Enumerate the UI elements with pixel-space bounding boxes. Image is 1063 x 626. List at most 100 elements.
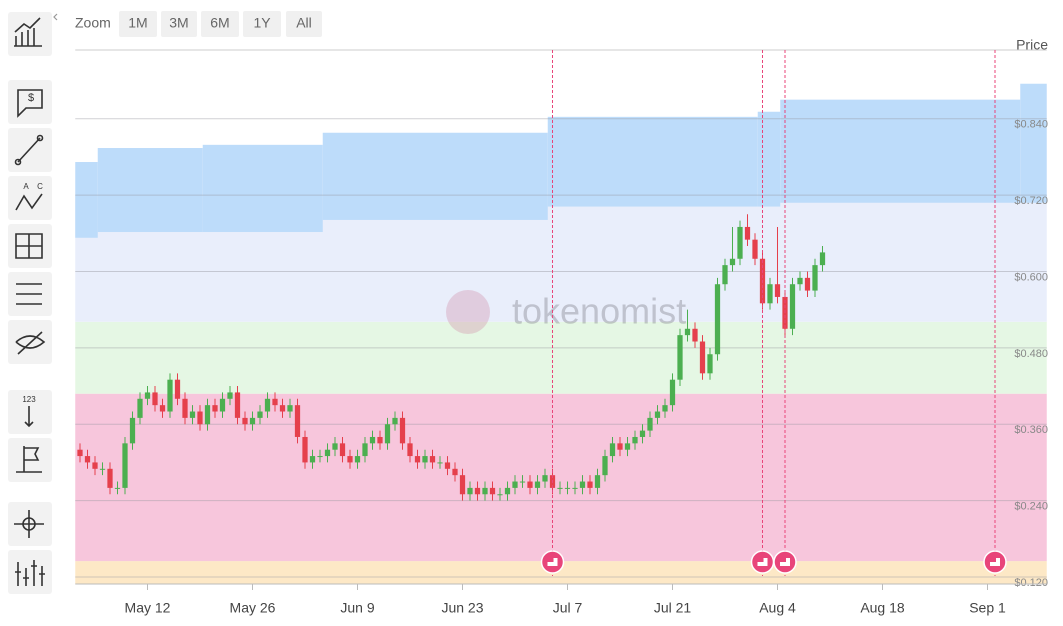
icon xyxy=(15,331,46,355)
tool-button[interactable] xyxy=(8,80,52,124)
zoom-option[interactable]: 6M xyxy=(210,15,229,31)
candle-body xyxy=(452,468,458,476)
price-band xyxy=(75,561,1047,584)
x-tick-label: Jul 7 xyxy=(553,600,583,616)
candle-body xyxy=(324,449,331,457)
candle-body xyxy=(122,443,128,488)
icon-text: A xyxy=(23,182,29,191)
candle-body xyxy=(437,462,443,464)
candle-body xyxy=(294,405,301,437)
candle-body xyxy=(489,487,496,495)
candle-body xyxy=(264,398,271,412)
candle-body xyxy=(287,405,293,412)
candle-body xyxy=(204,405,211,425)
icon xyxy=(14,510,44,538)
icon-text: C xyxy=(37,182,43,191)
icon xyxy=(15,560,45,586)
candle-body xyxy=(534,481,541,488)
icon xyxy=(14,158,22,166)
candle-body xyxy=(812,265,818,291)
plot-area: tokenomist $0.120 $0.240 $0.360 $0.480 $0.600… xyxy=(75,49,1048,616)
icon xyxy=(17,89,43,118)
candle-body xyxy=(182,398,188,418)
candle-body xyxy=(279,405,286,412)
candle-body xyxy=(579,481,586,488)
x-tick-label: May 26 xyxy=(230,600,276,616)
zoom-button[interactable] xyxy=(286,11,322,37)
range-step xyxy=(757,111,781,207)
zoom-option[interactable]: 1Y xyxy=(253,15,271,31)
y-tick-label: $0.480 xyxy=(1014,348,1048,360)
icon xyxy=(36,134,44,142)
candle-body xyxy=(602,456,608,476)
icon xyxy=(22,517,36,531)
event-icon xyxy=(757,558,768,566)
candle-body xyxy=(677,335,683,380)
candle-body xyxy=(354,456,361,463)
y-tick-label: $0.240 xyxy=(1014,501,1048,513)
candle-body xyxy=(527,481,533,488)
zoom-option[interactable]: 1M xyxy=(128,15,147,31)
icon-text: $ xyxy=(28,92,34,104)
candle-body xyxy=(392,417,398,425)
icon xyxy=(24,406,34,428)
candle-body xyxy=(467,487,473,495)
candle-body xyxy=(257,411,263,418)
candle-body xyxy=(309,456,316,463)
range-step xyxy=(547,116,758,207)
candle-body xyxy=(542,475,548,482)
zoom-option[interactable]: 3M xyxy=(169,15,188,31)
tool-button[interactable] xyxy=(8,12,52,56)
candle-body xyxy=(242,417,248,425)
y-axis-title: Price xyxy=(1016,37,1048,53)
zoom-button[interactable] xyxy=(119,11,157,37)
candle-body xyxy=(302,436,308,463)
candle-body xyxy=(129,417,136,444)
candle-body xyxy=(332,443,338,450)
candle-body xyxy=(227,392,233,399)
candle-body xyxy=(512,481,518,488)
candle-body xyxy=(692,328,698,342)
candle-body xyxy=(197,411,203,425)
candle-body xyxy=(249,417,256,425)
candle-body xyxy=(789,284,796,329)
x-tick-label: Jun 23 xyxy=(441,600,483,616)
zoom-button[interactable] xyxy=(243,11,281,37)
candle-body xyxy=(144,392,151,399)
zoom-button[interactable] xyxy=(201,11,239,37)
candle-body xyxy=(317,456,323,458)
y-tick-label: $0.600 xyxy=(1014,271,1048,283)
zoom-button[interactable] xyxy=(161,11,197,37)
candle-body xyxy=(152,392,158,406)
candle-body xyxy=(482,487,488,495)
candle-body xyxy=(422,456,428,463)
candle-body xyxy=(339,443,346,457)
y-tick-label: $0.720 xyxy=(1014,195,1048,207)
candle-body xyxy=(429,456,436,463)
candle-body xyxy=(189,411,196,418)
event-icon xyxy=(990,558,1000,566)
candle-body xyxy=(474,487,481,495)
candle-body xyxy=(362,443,368,457)
candle-body xyxy=(587,481,593,488)
candle-body xyxy=(564,487,571,489)
candle-body xyxy=(92,462,98,469)
tool-button[interactable] xyxy=(8,176,52,220)
x-tick-label: Aug 4 xyxy=(759,600,796,616)
candle-body xyxy=(684,328,691,336)
candle-body xyxy=(174,379,181,399)
y-tick-label: $0.840 xyxy=(1014,119,1048,131)
x-tick-label: May 12 xyxy=(125,600,171,616)
candle-body xyxy=(647,417,653,431)
candle-body xyxy=(407,443,413,457)
tool-button[interactable] xyxy=(8,390,52,434)
candle-body xyxy=(662,405,668,412)
candle-body xyxy=(272,398,278,406)
candle-body xyxy=(617,443,623,450)
zoom-option[interactable]: All xyxy=(296,15,312,31)
candle-body xyxy=(384,424,391,444)
candle-body xyxy=(77,449,83,457)
icon xyxy=(15,193,43,211)
tool-button[interactable] xyxy=(8,550,52,594)
collapse-arrow[interactable] xyxy=(53,13,58,21)
